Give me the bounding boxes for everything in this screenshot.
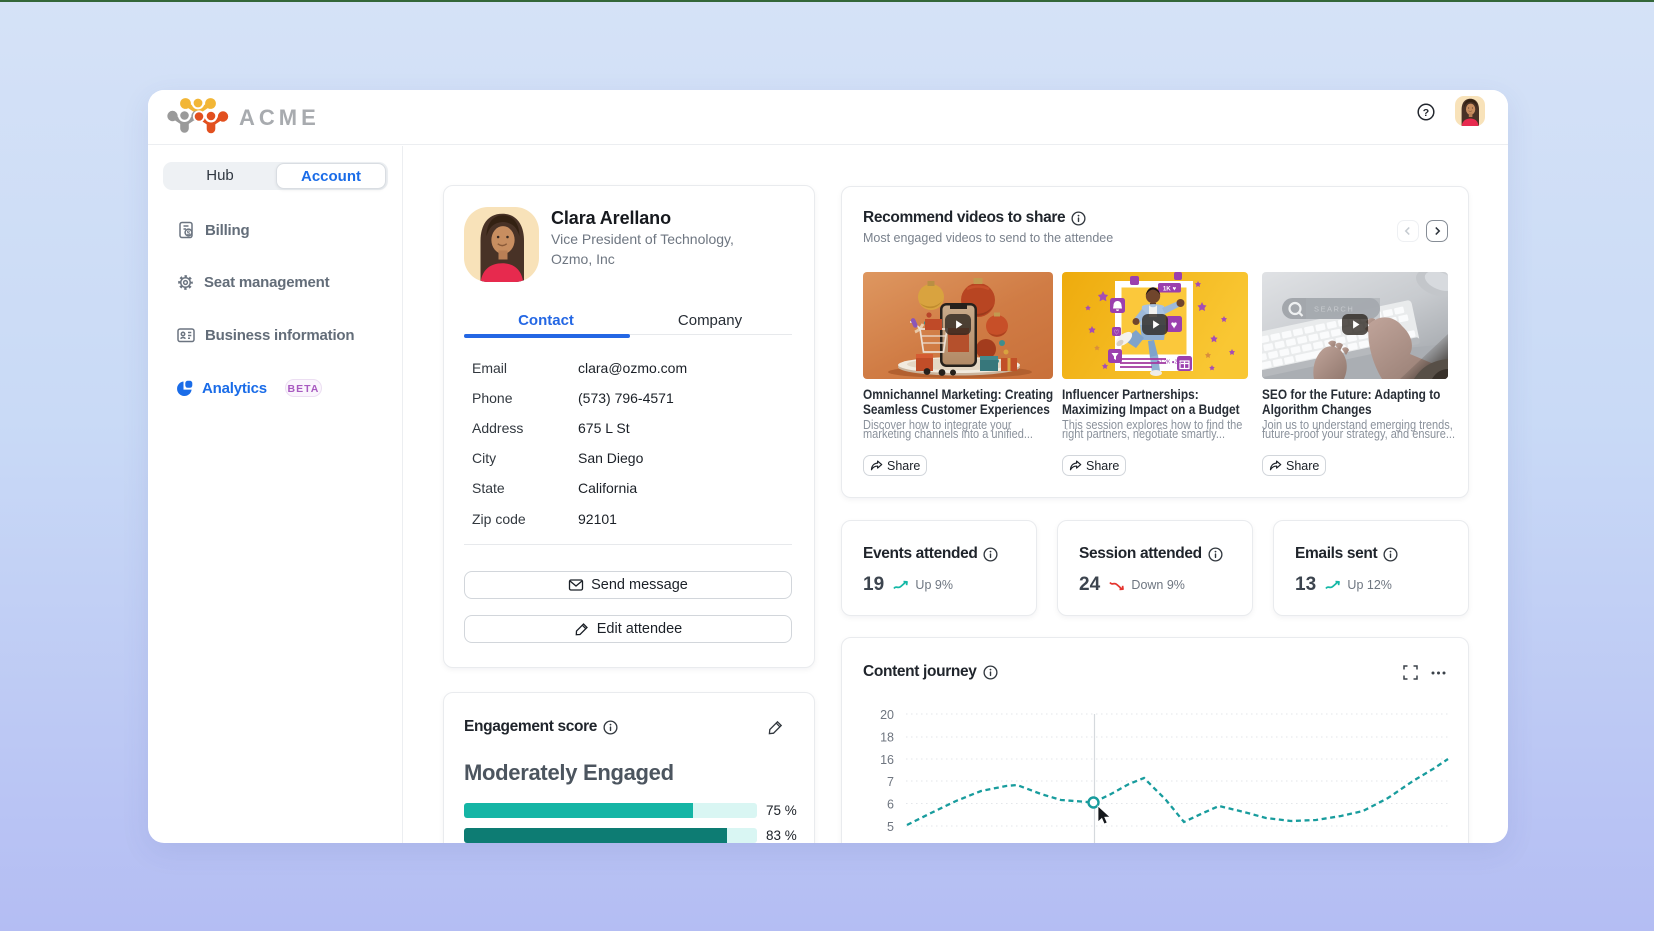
svg-text:1K ♥: 1K ♥	[1163, 285, 1177, 292]
svg-text:?: ?	[1423, 107, 1429, 119]
svg-text:5: 5	[887, 820, 894, 834]
svg-text:♡: ♡	[1114, 329, 1120, 337]
svg-text:16: 16	[880, 753, 894, 767]
svg-text:7: 7	[887, 775, 894, 789]
svg-text:SEARCH: SEARCH	[1314, 305, 1354, 314]
svg-text:$: $	[187, 230, 191, 237]
svg-text:♥1.2K ●2K: ♥1.2K ●2K	[1157, 360, 1181, 366]
svg-text:♥: ♥	[1171, 320, 1178, 332]
svg-text:6: 6	[887, 798, 894, 812]
svg-text:20: 20	[880, 708, 894, 722]
svg-text:18: 18	[880, 731, 894, 745]
